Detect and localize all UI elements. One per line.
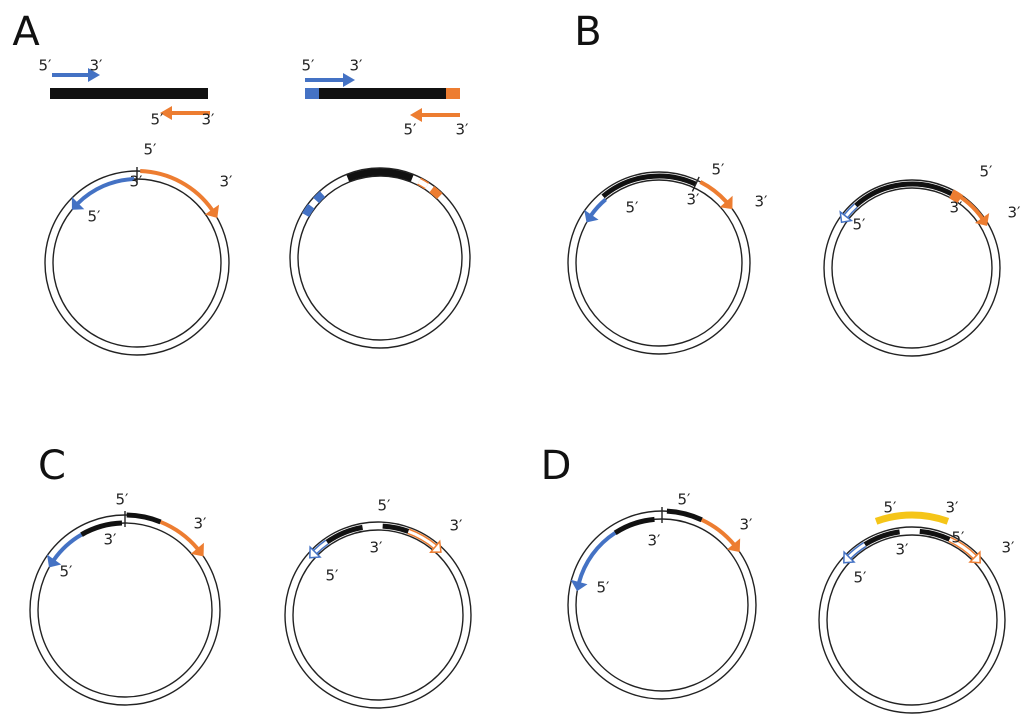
arrow-head: [572, 581, 586, 590]
strand-end-label: 3′: [896, 541, 910, 559]
insert-arc: [667, 511, 702, 520]
primer-arc: [579, 533, 615, 583]
strand-end-label: 5′: [626, 199, 640, 217]
strand-end-label: 3′: [740, 516, 754, 534]
strand-end-label: 3′: [202, 111, 216, 129]
strand-end-label: 5′: [678, 491, 692, 509]
strand-end-label: 5′: [302, 57, 316, 75]
panel-label: B: [574, 9, 601, 55]
strand-end-label: 3′: [946, 499, 960, 517]
primer-arc: [591, 199, 606, 215]
insert-arc: [856, 184, 952, 206]
strand-end-label: 3′: [220, 173, 234, 191]
strand-end-label: 5′: [853, 216, 867, 234]
primer-arc: [161, 522, 198, 549]
strand-end-label: 5′: [144, 141, 158, 159]
strand-end-label: 5′: [597, 579, 611, 597]
strand-end-label: 5′: [884, 499, 898, 517]
strand-end-label: 5′: [980, 163, 994, 181]
strand-end-label: 3′: [1002, 539, 1016, 557]
insert-arc: [865, 532, 900, 545]
strand-end-label: 5′: [116, 491, 130, 509]
strand-end-label: 3′: [1008, 204, 1022, 222]
strand-end-label: 5′: [39, 57, 53, 75]
strand-end-label: 5′: [712, 161, 726, 179]
strand-end-label: 3′: [450, 517, 464, 535]
strand-end-label: 5′: [854, 569, 868, 587]
overlap: [316, 194, 322, 200]
strand-end-label: 3′: [90, 57, 104, 75]
strand-end-label: 3′: [104, 531, 118, 549]
strand-end-label: 5′: [60, 563, 74, 581]
arrow-head: [343, 73, 355, 87]
strand-end-label: 5′: [88, 208, 102, 226]
pcr-fragment: [50, 88, 208, 99]
strand-end-label: 3′: [755, 193, 769, 211]
primer-arc: [140, 171, 212, 210]
overlap-end: [305, 88, 319, 99]
strand-end-label: 3′: [350, 57, 364, 75]
strand-end-label: 3′: [648, 532, 662, 550]
pcr-fragment: [305, 88, 460, 99]
primer-arc: [54, 535, 82, 560]
strand-end-label: 3′: [456, 121, 470, 139]
strand-end-label: 3′: [370, 539, 384, 557]
primer-arc: [700, 182, 726, 202]
panel-label: A: [12, 9, 40, 55]
overlap-end: [446, 88, 460, 99]
insert-arc: [603, 176, 696, 196]
panel-label: D: [541, 443, 572, 489]
strand-end-label: 3′: [130, 173, 144, 191]
panel-label: C: [38, 443, 66, 489]
figure: A B C D 5′3′5′3′5′3′5′3′5′3′3′5′5′3′3′5′…: [0, 0, 1022, 722]
overlap: [432, 189, 440, 196]
strand-end-label: 3′: [194, 515, 208, 533]
plasmid-inner: [832, 188, 992, 348]
strand-end-label: 5′: [326, 567, 340, 585]
strand-end-label: 5′: [952, 529, 966, 547]
strand-end-label: 5′: [378, 497, 392, 515]
strand-end-label: 3′: [950, 199, 964, 217]
insert-arc: [348, 172, 412, 178]
primer-arc: [78, 179, 134, 204]
insert-arc: [127, 515, 161, 522]
overlap: [306, 206, 312, 215]
strand-end-label: 3′: [687, 191, 701, 209]
strand-end-label: 5′: [151, 111, 165, 129]
strand-end-label: 5′: [404, 121, 418, 139]
plasmid-inner: [298, 176, 462, 340]
